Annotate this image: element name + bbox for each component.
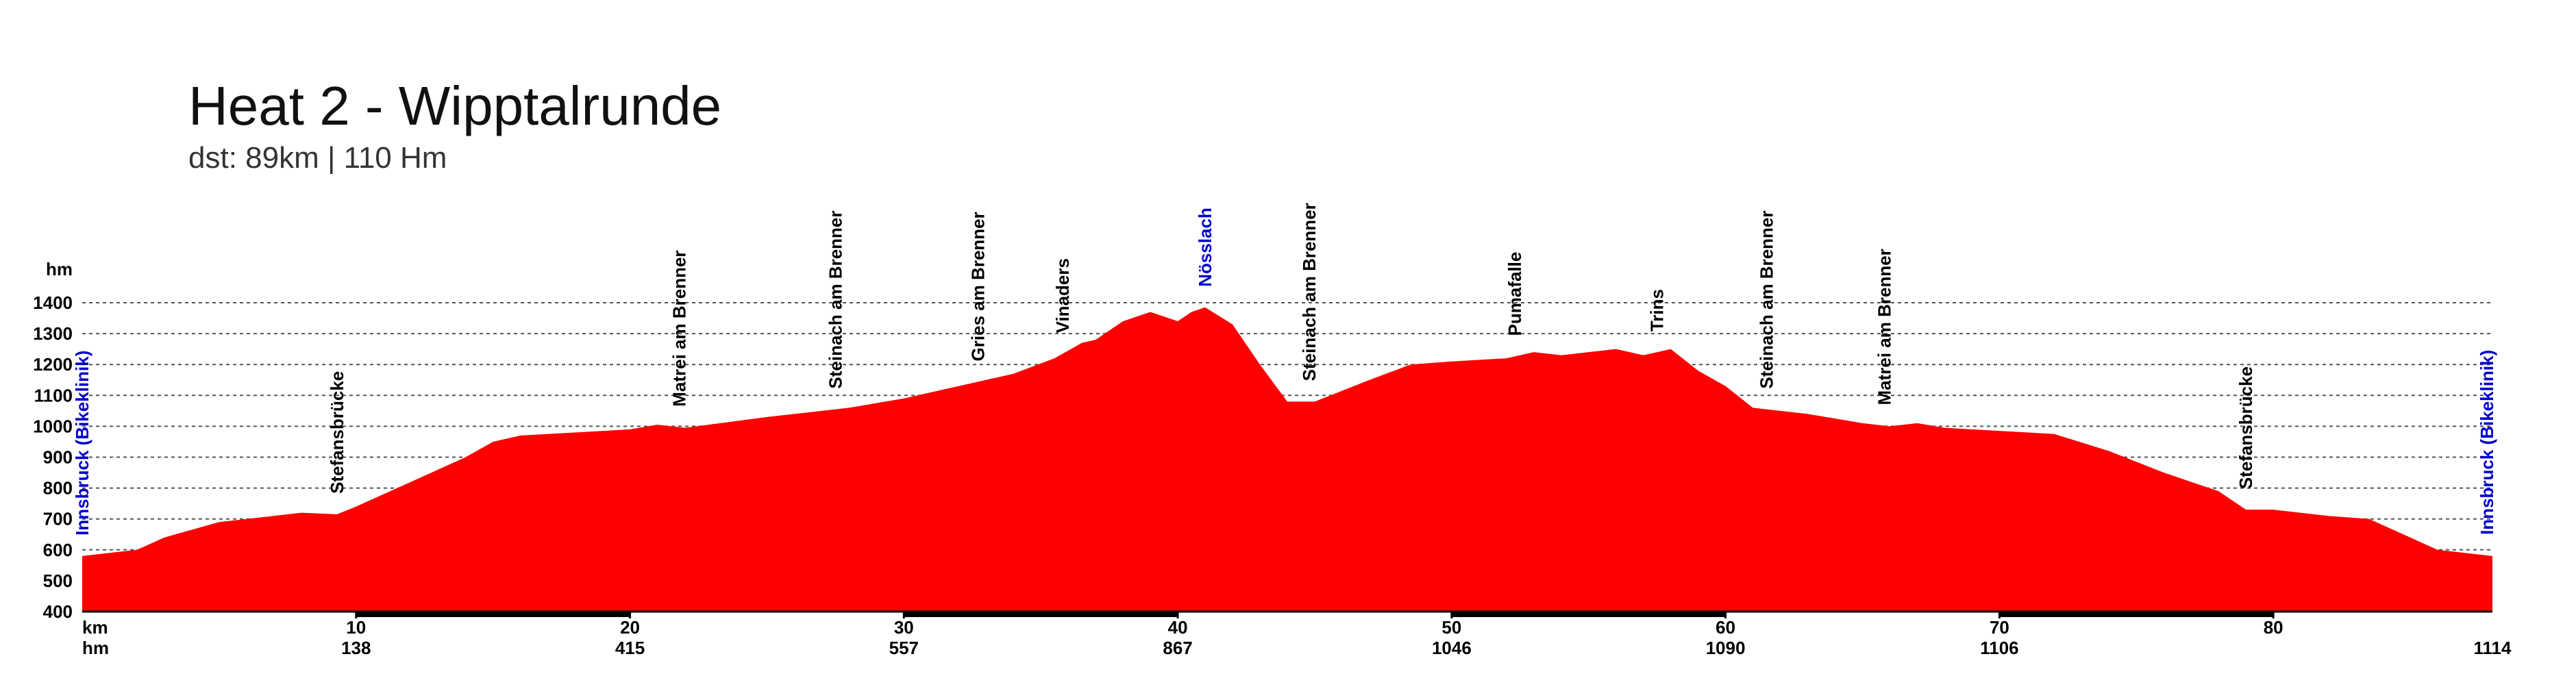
waypoint-label: Steinach am Brenner [1757, 211, 1777, 389]
climb-label: 1090 [1706, 638, 1746, 658]
waypoint-label: Stefansbrücke [327, 371, 347, 494]
climb-label: 138 [341, 638, 371, 658]
axis-band [904, 612, 1178, 617]
y-tick-label: 500 [43, 571, 73, 591]
y-tick-label: 1000 [33, 416, 73, 436]
waypoint-label: Nösslach [1195, 208, 1215, 287]
waypoint-label: Trins [1647, 289, 1668, 331]
x-tick-label: 70 [1990, 617, 2009, 638]
y-tick-label: 1300 [33, 323, 73, 344]
waypoint-label: Matrei am Brenner [1874, 249, 1895, 405]
waypoint-label: Matrei am Brenner [669, 250, 690, 406]
chart-title: Heat 2 - Wipptalrunde [188, 75, 721, 136]
axis-band [1451, 612, 1726, 617]
elevation-area [82, 307, 2492, 612]
waypoint-label: Gries am Brenner [967, 212, 988, 361]
y-tick-label: 1400 [33, 292, 73, 313]
x-tick-label: 10 [346, 617, 366, 638]
y-tick-label: 800 [43, 478, 73, 499]
y-tick-label: 400 [43, 601, 73, 622]
x-tick-label: 80 [2264, 617, 2283, 638]
waypoint-label: Steinach am Brenner [825, 211, 845, 389]
x-tick-label: 60 [1716, 617, 1735, 638]
x-axis-label: km [82, 617, 108, 638]
y-tick-label: 1100 [34, 385, 73, 405]
axis-band [356, 612, 630, 617]
climb-label: 1106 [1980, 638, 2018, 658]
waypoint-label: Innsbruck (Bikeklinik) [72, 351, 92, 536]
climb-axis-label: hm [82, 638, 109, 658]
waypoint-label: Vinaders [1052, 258, 1073, 333]
chart-subtitle: dst: 89km | 110 Hm [188, 141, 447, 175]
waypoint-label: Pumafalle [1504, 252, 1525, 336]
waypoint-label: Stefansbrücke [2236, 366, 2256, 489]
x-tick-label: 40 [1168, 617, 1188, 638]
axis-band [1999, 612, 2274, 617]
climb-label: 1114 [2474, 638, 2512, 658]
climb-label: 1046 [1432, 638, 1472, 658]
climb-label: 415 [615, 638, 645, 658]
climb-label: 557 [889, 638, 919, 658]
y-tick-label: 700 [43, 509, 73, 529]
y-tick-label: 1200 [33, 354, 73, 375]
x-tick-label: 50 [1441, 617, 1461, 638]
x-tick-label: 30 [894, 617, 914, 638]
y-tick-label: 600 [43, 540, 73, 560]
waypoint-label: Innsbruck (Bikeklinik) [2477, 350, 2497, 535]
climb-label: 867 [1163, 638, 1192, 658]
y-tick-label: 900 [43, 447, 73, 468]
waypoint-label: Steinach am Brenner [1299, 203, 1320, 381]
y-axis-label: hm [46, 259, 73, 279]
x-tick-label: 20 [620, 617, 640, 638]
